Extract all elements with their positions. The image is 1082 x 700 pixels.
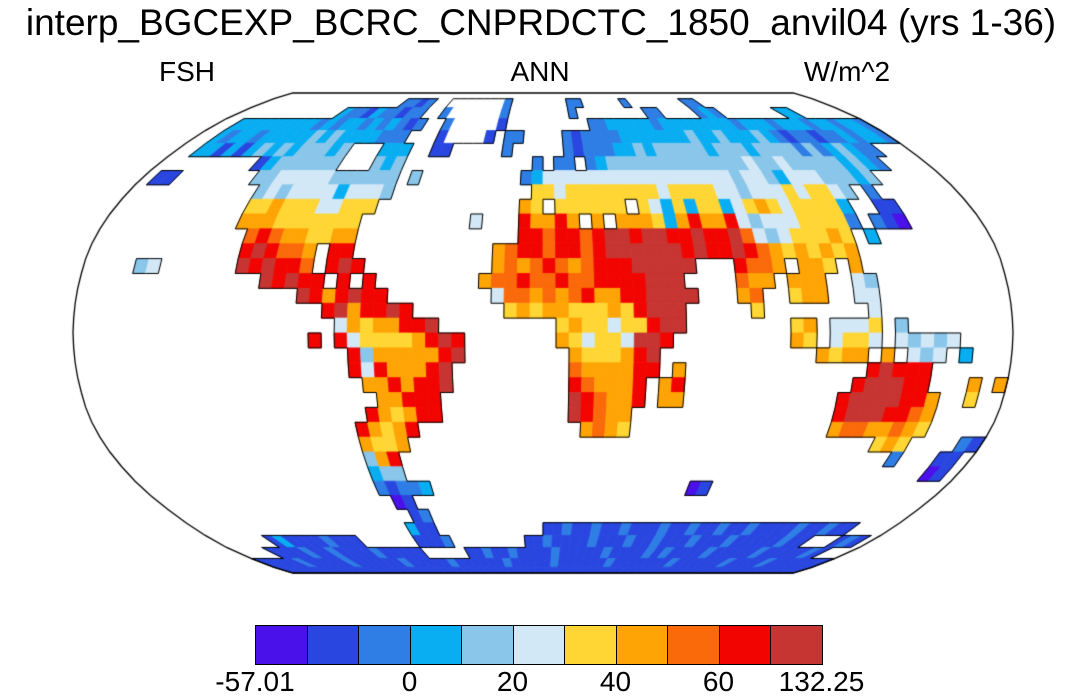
colorbar-labels: -57.01 0 20 40 60 132.25 — [215, 666, 864, 698]
colorbar-segment — [461, 625, 514, 665]
colorbar-tick-label: 0 — [401, 666, 418, 697]
variable-label: FSH — [159, 56, 215, 87]
colorbar — [255, 625, 823, 665]
colorbar-tick-label: 40 — [599, 666, 632, 697]
units-label: W/m^2 — [803, 56, 891, 87]
colorbar-segment — [409, 625, 462, 665]
colorbar-segment — [770, 625, 823, 665]
colorbar-segment — [512, 625, 565, 665]
colorbar-segment — [564, 625, 617, 665]
colorbar-segment — [255, 625, 308, 665]
plot-title: interp_BGCEXP_BCRC_CNPRDCTC_1850_anvil04… — [25, 2, 1057, 43]
colorbar-segment — [667, 625, 720, 665]
colorbar-segment — [306, 625, 359, 665]
colorbar-tick-label: 60 — [702, 666, 735, 697]
colorbar-tick-label: -57.01 — [215, 666, 295, 697]
colorbar-segment — [615, 625, 668, 665]
colorbar-segment — [718, 625, 771, 665]
colorbar-segment — [358, 625, 411, 665]
season-label: ANN — [510, 56, 570, 87]
colorbar-tick-label: 20 — [496, 666, 529, 697]
colorbar-tick-label: 132.25 — [778, 666, 865, 697]
